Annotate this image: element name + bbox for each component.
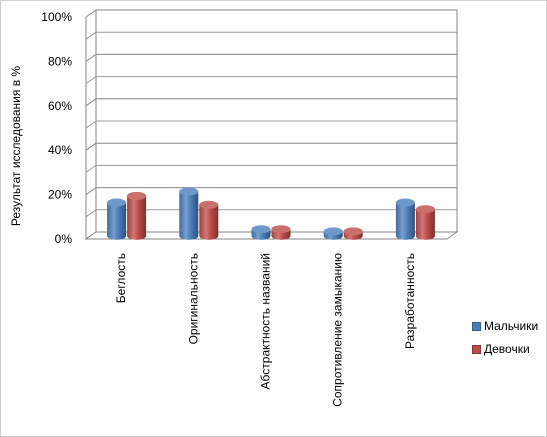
gridline-side bbox=[85, 187, 97, 196]
x-tick-label: Абстрактность названий bbox=[259, 253, 273, 389]
gridline-minor-side bbox=[85, 209, 97, 218]
y-tick-label: 60% bbox=[48, 99, 72, 113]
bar-top bbox=[107, 198, 127, 207]
legend-swatch-girls bbox=[472, 344, 481, 354]
gridline-minor-side bbox=[85, 76, 97, 85]
gridline-side bbox=[85, 9, 97, 18]
y-tick-label: 100% bbox=[41, 10, 72, 24]
legend-label-boys: Мальчики bbox=[484, 319, 539, 333]
bar bbox=[415, 205, 435, 240]
x-tick-label: Оригинальность bbox=[186, 253, 200, 344]
bar-body bbox=[415, 209, 435, 240]
bar-body bbox=[199, 204, 219, 240]
gridline-minor-side bbox=[85, 120, 97, 129]
y-tick-label: 80% bbox=[48, 54, 72, 68]
gridline-side bbox=[85, 53, 97, 62]
bar-top bbox=[179, 187, 199, 196]
bar-top bbox=[323, 227, 343, 236]
x-tick-label: Разработанность bbox=[403, 253, 417, 349]
bar bbox=[395, 198, 415, 240]
x-tick-label: Сопротивление замыканию bbox=[331, 253, 345, 407]
bar-body bbox=[127, 195, 147, 240]
bar bbox=[251, 225, 271, 240]
y-tick-label: 0% bbox=[55, 232, 73, 246]
x-tick-label: Беглость bbox=[114, 253, 128, 303]
bar-top bbox=[343, 227, 363, 236]
legend-item-girls: Девочки bbox=[472, 341, 538, 357]
bar bbox=[323, 227, 343, 240]
bar-body bbox=[395, 202, 415, 240]
legend-swatch-boys bbox=[472, 321, 481, 331]
bar bbox=[199, 200, 219, 240]
gridline-side bbox=[85, 142, 97, 151]
bar bbox=[271, 225, 291, 240]
bar-body bbox=[179, 191, 199, 240]
gridline-minor-side bbox=[85, 164, 97, 173]
bar-top bbox=[251, 225, 271, 234]
gridline-side bbox=[85, 98, 97, 107]
y-tick-label: 20% bbox=[48, 188, 72, 202]
bar bbox=[343, 227, 363, 240]
bar-body bbox=[107, 202, 127, 240]
bar bbox=[107, 198, 127, 240]
bar bbox=[127, 191, 147, 240]
bar-top bbox=[127, 191, 147, 200]
bar bbox=[179, 187, 199, 240]
bar-top bbox=[199, 200, 219, 209]
legend-item-boys: Мальчики bbox=[472, 318, 538, 334]
legend: Мальчики Девочки bbox=[472, 318, 538, 364]
legend-label-girls: Девочки bbox=[484, 342, 530, 356]
y-axis-title: Результат исследования в % bbox=[9, 66, 23, 226]
bars bbox=[107, 187, 435, 240]
bar-top bbox=[395, 198, 415, 207]
bar-top bbox=[415, 205, 435, 214]
y-tick-label: 40% bbox=[48, 143, 72, 157]
gridline-minor-side bbox=[85, 31, 97, 40]
bar-top bbox=[271, 225, 291, 234]
